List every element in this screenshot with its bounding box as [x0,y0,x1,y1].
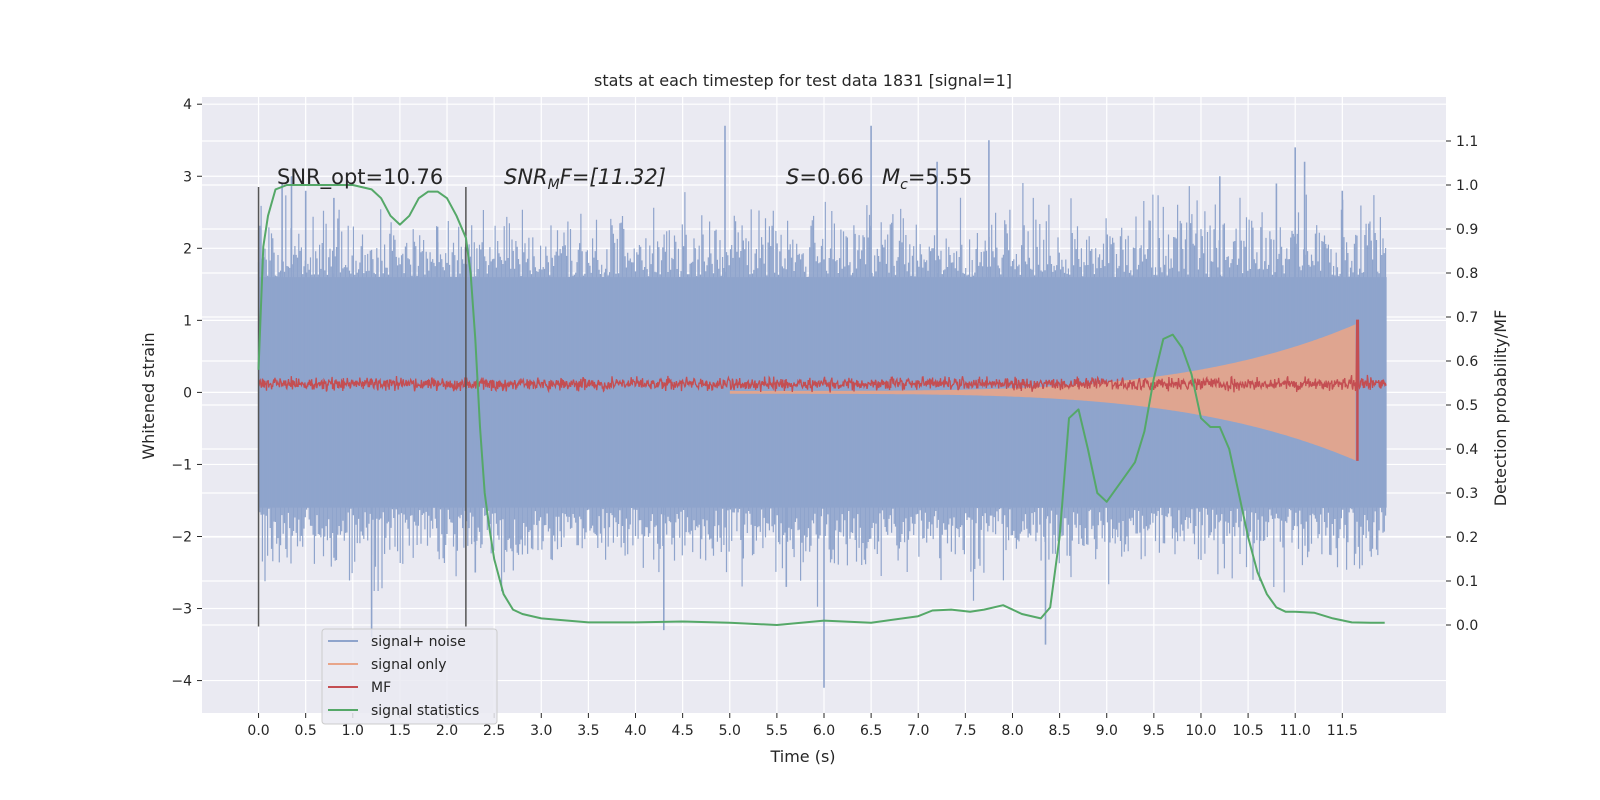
y2-tick-label: 0.7 [1456,310,1478,326]
x-tick-label: 1.0 [342,723,364,739]
mf-trace [257,319,1387,394]
x-tick-label: 9.5 [1143,723,1165,739]
x-tick-label: 9.0 [1096,723,1118,739]
y-tick-label: 3 [183,169,192,185]
y-tick-label: −1 [171,457,192,473]
x-tick-label: 4.0 [624,723,646,739]
y-axis-label: Whitened strain [139,332,158,459]
x-ticks: 0.0 0.5 1.0 1.5 2.0 2.5 3.0 3.5 4.0 4.5 5.0 5.5 6.0 6… [247,713,1358,739]
snr-mf-value: F=[11.32] [560,165,666,189]
annotation-mc: Mc=5.55 [882,165,972,193]
mc-symbol: M [882,165,900,189]
y-tick-label: 1 [183,313,192,329]
s-value: =0.66 [799,165,863,189]
y-tick-label: −4 [171,674,192,690]
y2-tick-label: 0.4 [1456,442,1478,458]
x-tick-label: 11.0 [1280,723,1311,739]
x-tick-label: 6.0 [813,723,835,739]
y2-tick-label: 0.5 [1456,398,1478,414]
y2-ticks: 0.0 0.1 0.2 0.3 0.4 0.5 0.6 0.7 0.8 0.9 1.0 1.1 [1446,134,1478,634]
y2-tick-label: 1.0 [1456,178,1478,194]
annotation-snr-mf: SNRMF=[11.32] [504,165,666,193]
y2-tick-label: 0.1 [1456,574,1478,590]
y2-tick-label: 0.2 [1456,530,1478,546]
y2-tick-label: 0.3 [1456,486,1478,502]
legend-label-signal-statistics: signal statistics [371,703,479,719]
signal-statistics-line [257,184,1385,626]
x-tick-label: 3.0 [530,723,552,739]
x-tick-label: 2.0 [436,723,458,739]
x-tick-label: 2.5 [483,723,505,739]
vertical-markers [257,187,467,627]
y-ticks: −4 −3 −2 −1 0 1 2 3 4 [171,97,202,690]
mc-subscript: c [900,177,908,193]
legend-box [321,628,498,725]
x-tick-label: 11.5 [1327,723,1358,739]
x-tick-label: 10.0 [1185,723,1216,739]
y-tick-label: −3 [171,602,192,618]
x-tick-label: 4.5 [672,723,694,739]
y2-tick-label: 0.0 [1456,618,1478,634]
legend-label-signal-noise: signal+ noise [371,634,466,650]
x-tick-label: 8.0 [1001,723,1023,739]
x-tick-label: 5.5 [766,723,788,739]
y-tick-label: −2 [171,529,192,545]
x-axis-label: Time (s) [769,747,835,766]
x-tick-label: 6.5 [860,723,882,739]
y-tick-label: 4 [183,97,192,113]
legend-label-signal-only: signal only [371,657,446,673]
y2-tick-label: 0.6 [1456,354,1478,370]
mc-value: =5.55 [908,165,972,189]
y2-axis-label: Detection probability/MF [1491,310,1510,507]
annotation-snr-opt: SNR_opt=10.76 [277,165,443,190]
x-tick-label: 5.0 [719,723,741,739]
x-tick-label: 3.5 [577,723,599,739]
legend-label-mf: MF [371,680,391,696]
y-tick-label: 0 [183,385,192,401]
series-layer [257,125,1387,688]
chart-title: stats at each timestep for test data 183… [594,71,1012,90]
y2-tick-label: 0.8 [1456,266,1478,282]
x-tick-label: 10.5 [1233,723,1264,739]
x-tick-label: 0.5 [295,723,317,739]
snr-mf-subscript: M [548,177,560,193]
signal-only-envelope [729,324,1356,461]
series-signal-statistics [257,184,1385,626]
y2-tick-label: 0.9 [1456,222,1478,238]
y2-tick-label: 1.1 [1456,134,1478,150]
x-tick-label: 7.5 [954,723,976,739]
y-tick-label: 2 [183,241,192,257]
annotation-s: S=0.66 [786,165,864,189]
series-mf [257,319,1387,461]
s-symbol: S [786,165,799,189]
x-tick-label: 0.0 [247,723,269,739]
x-tick-label: 7.0 [907,723,929,739]
series-signal-only [729,324,1356,461]
noise-spikes [281,125,1344,688]
legend: signal+ noise signal only MF signal stat… [321,628,498,725]
x-tick-label: 8.5 [1048,723,1070,739]
snr-mf-symbol: SNR [504,165,548,189]
x-tick-label: 1.5 [389,723,411,739]
